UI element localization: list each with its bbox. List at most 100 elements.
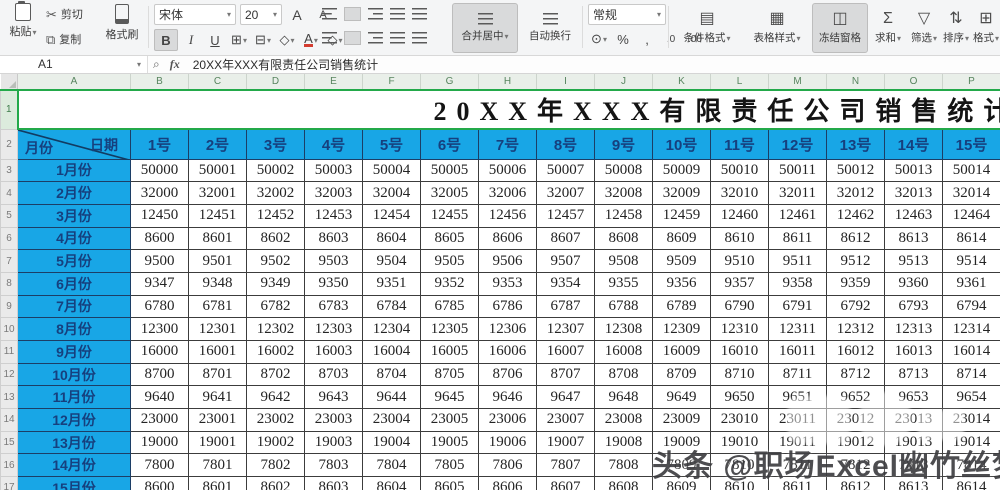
month-cell[interactable]: 13月份 xyxy=(17,430,131,455)
data-cell[interactable]: 23009 xyxy=(652,408,711,432)
row-number[interactable]: 5 xyxy=(0,203,18,228)
merge-style-button[interactable]: ⊟ ▾ xyxy=(255,32,271,47)
data-cell[interactable]: 9355 xyxy=(594,271,653,296)
data-cell[interactable]: 9357 xyxy=(710,271,769,296)
data-cell[interactable]: 50005 xyxy=(420,158,479,183)
data-cell[interactable]: 6792 xyxy=(826,294,885,319)
data-cell[interactable]: 16009 xyxy=(652,340,711,364)
data-cell[interactable]: 16010 xyxy=(710,340,769,364)
data-cell[interactable]: 9507 xyxy=(536,249,595,273)
data-cell[interactable]: 9642 xyxy=(246,385,305,410)
data-cell[interactable]: 12456 xyxy=(478,203,537,228)
data-cell[interactable]: 9514 xyxy=(942,249,1000,273)
data-cell[interactable]: 32005 xyxy=(420,181,479,205)
data-cell[interactable]: 19010 xyxy=(710,430,769,455)
data-cell[interactable]: 8601 xyxy=(188,476,247,490)
day-header[interactable]: 9号 xyxy=(594,128,653,160)
column-letter[interactable]: H xyxy=(478,73,537,91)
column-letter[interactable]: I xyxy=(536,73,595,91)
bold-button[interactable]: B xyxy=(154,29,178,51)
data-cell[interactable]: 9643 xyxy=(304,385,363,410)
column-letter[interactable]: B xyxy=(130,73,189,91)
data-cell[interactable]: 9510 xyxy=(710,249,769,273)
data-cell[interactable]: 23008 xyxy=(594,408,653,432)
data-cell[interactable]: 23013 xyxy=(884,408,943,432)
data-cell[interactable]: 12301 xyxy=(188,317,247,341)
month-cell[interactable]: 7月份 xyxy=(17,294,131,319)
data-cell[interactable]: 9645 xyxy=(420,385,479,410)
justify-icon[interactable] xyxy=(390,32,405,44)
data-cell[interactable]: 12461 xyxy=(768,203,827,228)
data-cell[interactable]: 9649 xyxy=(652,385,711,410)
data-cell[interactable]: 23005 xyxy=(420,408,479,432)
column-letter[interactable]: N xyxy=(826,73,885,91)
row-number[interactable]: 11 xyxy=(0,340,18,364)
data-cell[interactable]: 23012 xyxy=(826,408,885,432)
data-cell[interactable]: 9509 xyxy=(652,249,711,273)
sum-button[interactable]: Σ 求和▾ xyxy=(874,10,901,45)
data-cell[interactable]: 23002 xyxy=(246,408,305,432)
comma-style-button[interactable]: , xyxy=(645,31,649,47)
data-cell[interactable]: 8600 xyxy=(130,476,189,490)
data-cell[interactable]: 8708 xyxy=(594,362,653,387)
data-cell[interactable]: 23006 xyxy=(478,408,537,432)
data-cell[interactable]: 50006 xyxy=(478,158,537,183)
data-cell[interactable]: 8614 xyxy=(942,226,1000,251)
column-letter[interactable]: F xyxy=(362,73,421,91)
percent-button[interactable]: % xyxy=(617,31,629,47)
data-cell[interactable]: 7803 xyxy=(304,453,363,478)
borders-button[interactable]: ⊞ ▾ xyxy=(231,32,247,47)
align-middle-icon[interactable] xyxy=(344,7,361,21)
data-cell[interactable]: 23010 xyxy=(710,408,769,432)
align-center-icon[interactable] xyxy=(344,31,361,45)
data-cell[interactable]: 8605 xyxy=(420,476,479,490)
month-cell[interactable]: 3月份 xyxy=(17,203,131,228)
data-cell[interactable]: 9512 xyxy=(826,249,885,273)
data-cell[interactable]: 9359 xyxy=(826,271,885,296)
data-cell[interactable]: 19004 xyxy=(362,430,421,455)
data-cell[interactable]: 12302 xyxy=(246,317,305,341)
row-number[interactable]: 9 xyxy=(0,294,18,319)
data-cell[interactable]: 6780 xyxy=(130,294,189,319)
data-cell[interactable]: 6781 xyxy=(188,294,247,319)
data-cell[interactable]: 8613 xyxy=(884,476,943,490)
data-cell[interactable]: 23003 xyxy=(304,408,363,432)
data-cell[interactable]: 8612 xyxy=(826,476,885,490)
data-cell[interactable]: 8608 xyxy=(594,476,653,490)
day-header[interactable]: 2号 xyxy=(188,128,247,160)
data-cell[interactable]: 7805 xyxy=(420,453,479,478)
data-cell[interactable]: 32002 xyxy=(246,181,305,205)
data-cell[interactable]: 6788 xyxy=(594,294,653,319)
data-cell[interactable]: 8609 xyxy=(652,226,711,251)
data-cell[interactable]: 9360 xyxy=(884,271,943,296)
data-cell[interactable]: 7811 xyxy=(768,453,827,478)
data-cell[interactable]: 8703 xyxy=(304,362,363,387)
data-cell[interactable]: 9349 xyxy=(246,271,305,296)
data-cell[interactable]: 8606 xyxy=(478,476,537,490)
data-cell[interactable]: 8614 xyxy=(942,476,1000,490)
data-cell[interactable]: 12308 xyxy=(594,317,653,341)
data-cell[interactable]: 9361 xyxy=(942,271,1000,296)
day-header[interactable]: 15号 xyxy=(942,128,1000,160)
data-cell[interactable]: 6783 xyxy=(304,294,363,319)
data-cell[interactable]: 9511 xyxy=(768,249,827,273)
data-cell[interactable]: 8608 xyxy=(594,226,653,251)
data-cell[interactable]: 9348 xyxy=(188,271,247,296)
month-cell[interactable]: 4月份 xyxy=(17,226,131,251)
column-letter[interactable]: J xyxy=(594,73,653,91)
freeze-panes-button[interactable]: ◫ 冻结窗格 xyxy=(812,3,868,53)
month-cell[interactable]: 14月份 xyxy=(17,453,131,478)
data-cell[interactable]: 23004 xyxy=(362,408,421,432)
data-cell[interactable]: 8602 xyxy=(246,476,305,490)
increase-decimal-button[interactable]: .0 xyxy=(666,33,676,45)
format-button[interactable]: ⊞ 格式▾ xyxy=(972,10,999,45)
data-cell[interactable]: 8706 xyxy=(478,362,537,387)
data-cell[interactable]: 9650 xyxy=(710,385,769,410)
data-cell[interactable]: 8601 xyxy=(188,226,247,251)
data-cell[interactable]: 8701 xyxy=(188,362,247,387)
data-cell[interactable]: 23011 xyxy=(768,408,827,432)
column-letter[interactable]: C xyxy=(188,73,247,91)
day-header[interactable]: 11号 xyxy=(710,128,769,160)
data-cell[interactable]: 12455 xyxy=(420,203,479,228)
name-box[interactable]: A1 ▾ xyxy=(0,55,148,73)
